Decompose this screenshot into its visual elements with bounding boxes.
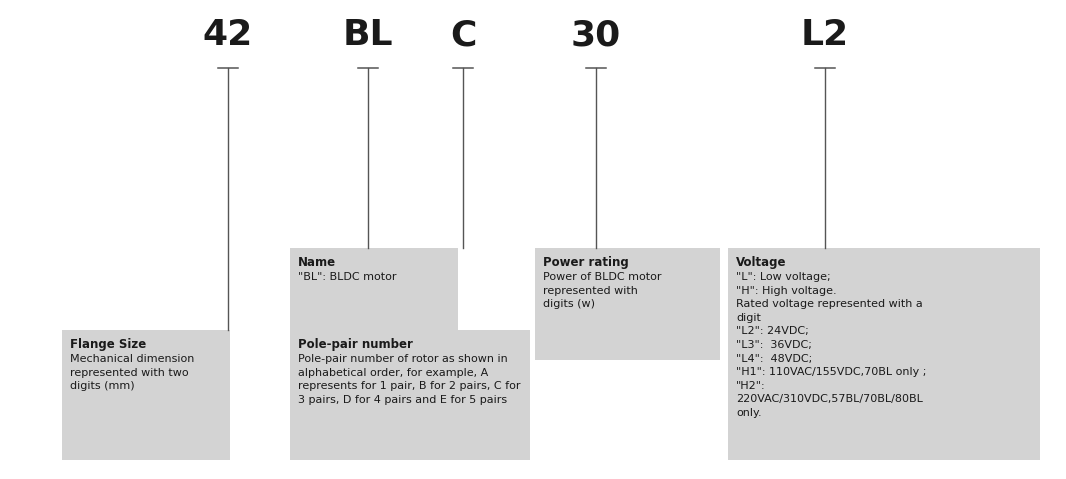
Text: L2: L2 [801, 18, 849, 52]
Text: Pole-pair number of rotor as shown in
alphabetical order, for example, A
represe: Pole-pair number of rotor as shown in al… [298, 354, 520, 405]
FancyBboxPatch shape [290, 248, 458, 338]
Text: Pole-pair number: Pole-pair number [298, 338, 413, 351]
Text: Flange Size: Flange Size [70, 338, 146, 351]
FancyBboxPatch shape [290, 330, 530, 460]
Text: Power of BLDC motor
represented with
digits (w): Power of BLDC motor represented with dig… [543, 272, 662, 309]
FancyBboxPatch shape [535, 248, 720, 360]
Text: 42: 42 [203, 18, 253, 52]
FancyBboxPatch shape [728, 248, 1040, 460]
Text: 30: 30 [571, 18, 621, 52]
Text: C: C [450, 18, 477, 52]
Text: Mechanical dimension
represented with two
digits (mm): Mechanical dimension represented with tw… [70, 354, 194, 391]
Text: Name: Name [298, 256, 336, 269]
FancyBboxPatch shape [62, 330, 230, 460]
Text: "L": Low voltage;
"H": High voltage.
Rated voltage represented with a
digit
"L2": "L": Low voltage; "H": High voltage. Rat… [736, 272, 926, 418]
Text: "BL": BLDC motor: "BL": BLDC motor [298, 272, 397, 282]
Text: Voltage: Voltage [736, 256, 787, 269]
Text: BL: BL [343, 18, 393, 52]
Text: Power rating: Power rating [543, 256, 629, 269]
